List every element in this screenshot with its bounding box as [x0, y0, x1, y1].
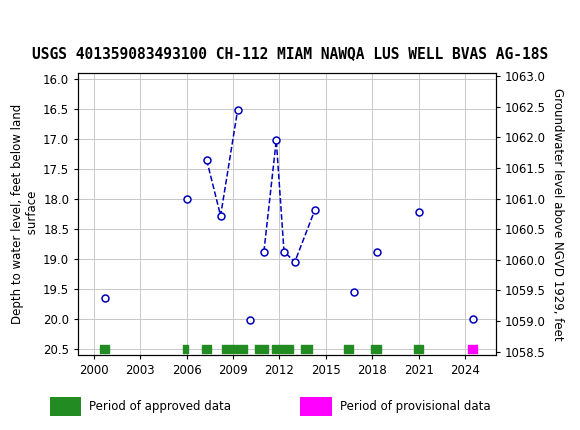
Y-axis label: Depth to water level, feet below land
 surface: Depth to water level, feet below land su…: [11, 104, 39, 324]
Text: USGS 401359083493100 CH-112 MIAM NAWQA LUS WELL BVAS AG-18S: USGS 401359083493100 CH-112 MIAM NAWQA L…: [32, 46, 548, 61]
Text: ▒USGS: ▒USGS: [10, 10, 60, 30]
Text: Period of provisional data: Period of provisional data: [339, 400, 490, 413]
Y-axis label: Groundwater level above NGVD 1929, feet: Groundwater level above NGVD 1929, feet: [552, 88, 564, 340]
Text: Period of approved data: Period of approved data: [89, 400, 231, 413]
Bar: [50, 396, 81, 416]
Bar: [300, 396, 332, 416]
